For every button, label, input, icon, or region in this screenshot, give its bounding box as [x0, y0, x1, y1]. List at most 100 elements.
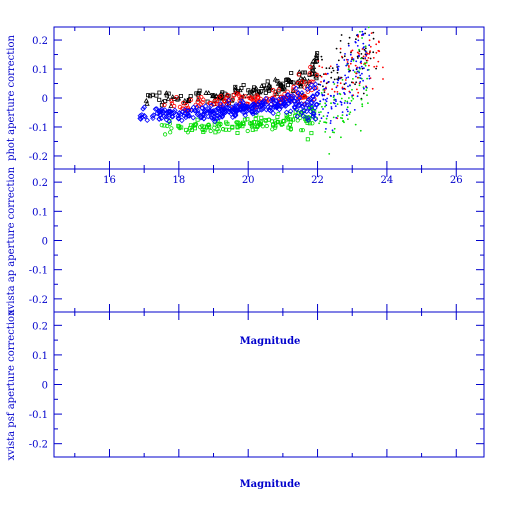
scatter-point	[378, 41, 380, 44]
scatter-point	[249, 122, 254, 127]
y-tick-label: 0.2	[32, 36, 48, 47]
scatter-point	[163, 113, 170, 120]
scatter-point	[330, 107, 333, 110]
scatter-point	[267, 88, 272, 93]
x-axis-label-bottom: Magnitude	[240, 479, 301, 490]
scatter-point	[355, 38, 357, 41]
scatter-point	[193, 102, 198, 108]
scatter-point	[207, 125, 212, 130]
scatter-point	[340, 34, 343, 36]
scatter-point	[227, 127, 232, 132]
scatter-point	[361, 72, 363, 75]
scatter-point	[348, 70, 350, 73]
scatter-point	[366, 69, 369, 71]
scatter-point	[241, 122, 246, 127]
scatter-point	[368, 44, 371, 47]
scatter-point	[179, 117, 185, 124]
scatter-point	[326, 97, 328, 100]
scatter-point	[344, 88, 347, 90]
scatter-point	[337, 65, 340, 68]
scatter-point	[255, 96, 260, 101]
scatter-point	[242, 109, 248, 115]
scatter-point	[361, 37, 363, 39]
scatter-point	[351, 58, 353, 61]
scatter-point	[362, 57, 365, 60]
scatter-point	[351, 94, 354, 97]
scatter-point	[250, 127, 255, 132]
scatter-point	[174, 94, 179, 100]
scatter-point	[162, 102, 167, 108]
scatter-point	[279, 122, 284, 128]
scatter-point	[370, 32, 373, 34]
scatter-point	[362, 42, 365, 45]
scatter-point	[188, 123, 193, 128]
scatter-point	[361, 34, 363, 36]
scatter-point	[347, 68, 350, 71]
scatter-point	[354, 123, 357, 126]
scatter-point	[333, 98, 336, 101]
scatter-point	[178, 94, 183, 99]
scatter-point	[362, 79, 364, 82]
scatter-point	[354, 83, 356, 86]
scatter-point	[330, 71, 333, 74]
x-tick-label: 22	[311, 175, 324, 186]
scatter-point	[359, 129, 362, 132]
scatter-point	[348, 97, 350, 99]
y-tick-label: -0.2	[29, 152, 48, 163]
scatter-point	[295, 80, 301, 86]
scatter-point	[355, 81, 358, 84]
scatter-point	[233, 107, 239, 113]
scatter-point	[342, 120, 345, 122]
scatter-point	[334, 98, 337, 101]
scatter-point	[372, 37, 375, 40]
scatter-point	[343, 121, 345, 124]
scatter-point	[364, 28, 367, 30]
scatter-point	[293, 114, 298, 119]
scatter-point	[346, 61, 349, 63]
scatter-point	[231, 105, 237, 112]
scatter-point	[195, 117, 200, 122]
x-tick-label: 16	[103, 175, 116, 186]
scatter-point	[272, 76, 279, 82]
scatter-point	[284, 92, 291, 98]
scatter-point	[301, 70, 306, 75]
scatter-point	[148, 94, 153, 99]
scatter-point	[319, 100, 322, 103]
scatter-point	[325, 117, 328, 120]
scatter-point	[364, 50, 367, 53]
scatter-point	[300, 113, 307, 119]
scatter-point	[140, 106, 146, 112]
scatter-point	[291, 98, 298, 104]
scatter-point	[272, 92, 278, 97]
scatter-point	[166, 109, 172, 115]
y-tick-label: -0.2	[29, 295, 48, 306]
scatter-point	[343, 59, 346, 61]
scatter-point	[247, 90, 252, 95]
y-tick-label: 0	[42, 237, 48, 248]
scatter-point	[212, 125, 217, 130]
scatter-point	[240, 109, 246, 116]
scatter-point	[304, 115, 311, 121]
scatter-point	[299, 90, 305, 96]
scatter-point	[164, 109, 171, 116]
scatter-point	[343, 83, 346, 86]
scatter-point	[306, 105, 312, 111]
scatter-point	[303, 108, 310, 115]
scatter-point	[321, 105, 323, 108]
scatter-point	[382, 66, 384, 69]
scatter-point	[304, 99, 310, 105]
scatter-point	[186, 112, 192, 119]
scatter-point	[352, 81, 355, 84]
scatter-point	[331, 67, 334, 70]
scatter-point	[152, 106, 159, 112]
scatter-point	[340, 136, 342, 139]
scatter-point	[300, 104, 306, 110]
scatter-point	[286, 116, 291, 121]
scatter-point	[354, 41, 357, 44]
scatter-point	[359, 81, 362, 83]
scatter-point	[349, 102, 351, 105]
scatter-point	[198, 125, 203, 130]
scatter-point	[356, 76, 359, 79]
scatter-point	[149, 113, 156, 119]
scatter-point	[200, 97, 206, 102]
